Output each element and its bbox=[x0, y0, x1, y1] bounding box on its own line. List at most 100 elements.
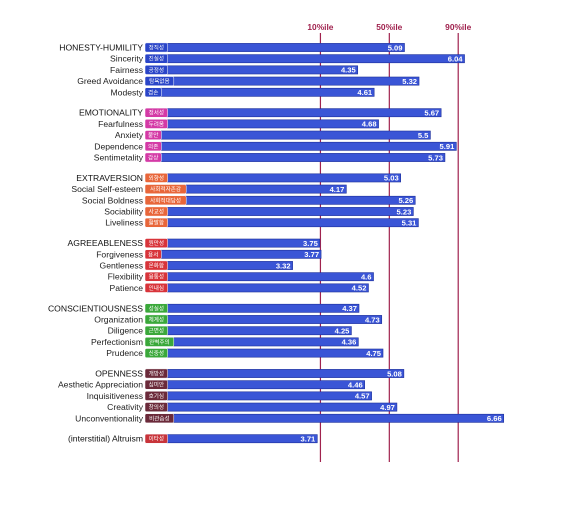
tag-label: 두려움 bbox=[149, 120, 164, 128]
bar bbox=[145, 380, 365, 390]
tag-label: 사회적대담성 bbox=[150, 196, 181, 204]
tag-badge bbox=[144, 217, 168, 228]
tag-label: 탐욕없음 bbox=[149, 77, 170, 85]
tag-badge bbox=[144, 152, 162, 163]
bar bbox=[145, 43, 405, 52]
tag-label: 용서 bbox=[148, 250, 158, 258]
tag-badge bbox=[144, 195, 187, 206]
tag-label: 원만성 bbox=[149, 239, 164, 247]
tag-badge bbox=[144, 402, 168, 412]
data-label: 5.32 bbox=[402, 77, 417, 86]
group-heading: (interstitial) Altruism bbox=[68, 434, 143, 444]
bar bbox=[145, 434, 318, 444]
bar bbox=[145, 54, 465, 64]
data-label: 6.04 bbox=[448, 55, 464, 64]
tag-badge bbox=[144, 42, 168, 53]
tag-label: 감상 bbox=[148, 154, 158, 162]
facet-label: Flexibility bbox=[108, 272, 144, 282]
facet-label: Organization bbox=[94, 315, 143, 325]
percentile-label-0: 10%ile bbox=[307, 22, 333, 32]
percentile-lines: 10%ile 50%ile 90%ile bbox=[307, 22, 472, 462]
tag-label: 활발함 bbox=[149, 219, 164, 227]
percentile-label-2: 90%ile bbox=[445, 22, 471, 32]
group-heading: OPENNESS bbox=[95, 369, 143, 379]
facet-label: Sentimetality bbox=[94, 153, 144, 163]
tag-label: 외향성 bbox=[149, 174, 164, 182]
bar bbox=[145, 326, 352, 336]
data-label: 4.68 bbox=[362, 120, 377, 129]
facet-label: Greed Avoidance bbox=[77, 76, 143, 86]
group-heading: CONSCIENTIOUSNESS bbox=[48, 303, 143, 313]
bar bbox=[145, 402, 398, 412]
data-label: 5.08 bbox=[387, 369, 402, 378]
bar bbox=[145, 108, 442, 118]
tag-badge bbox=[144, 303, 168, 314]
facet-label: Forgiveness bbox=[96, 249, 143, 259]
bars bbox=[144, 42, 505, 444]
tag-badge bbox=[144, 271, 168, 282]
bar bbox=[145, 337, 359, 347]
tag-label: 신중성 bbox=[149, 349, 164, 357]
data-label: 4.61 bbox=[357, 88, 373, 97]
data-label: 4.75 bbox=[366, 349, 382, 358]
tag-badge bbox=[144, 314, 168, 325]
bar bbox=[145, 348, 384, 358]
tag-badge bbox=[144, 130, 162, 140]
bar bbox=[145, 369, 405, 378]
tag-badge bbox=[144, 260, 168, 271]
tag-badge bbox=[144, 348, 168, 358]
facet-label: Fearfulness bbox=[98, 119, 143, 129]
tag-label: 개방성 bbox=[149, 370, 164, 378]
tag-badge bbox=[144, 119, 168, 129]
tag-badge bbox=[144, 283, 168, 293]
tag-label: 근면성 bbox=[149, 327, 164, 335]
data-label: 4.97 bbox=[380, 403, 395, 412]
tag-badge bbox=[144, 206, 168, 217]
tag-label: 온화함 bbox=[149, 262, 164, 270]
bar bbox=[145, 173, 401, 183]
facet-label: Unconventionality bbox=[75, 413, 144, 423]
bar bbox=[145, 303, 360, 313]
facet-label: Creativity bbox=[107, 402, 144, 412]
facet-label: Anxiety bbox=[115, 130, 144, 140]
data-label: 4.52 bbox=[352, 284, 367, 293]
tag-label: 진실성 bbox=[149, 55, 164, 63]
tag-label: 창의성 bbox=[149, 403, 164, 411]
facet-label: Prudence bbox=[106, 348, 143, 358]
tag-label: 심미안 bbox=[149, 381, 164, 389]
tag-badge bbox=[144, 141, 162, 152]
facet-label: Gentleness bbox=[100, 261, 143, 271]
data-label: 5.5 bbox=[418, 131, 429, 140]
bar bbox=[145, 218, 419, 228]
facet-label: Social Boldness bbox=[82, 195, 143, 205]
tag-badge bbox=[144, 76, 175, 86]
data-label: 5.67 bbox=[424, 109, 439, 118]
tag-badge bbox=[144, 107, 168, 118]
tag-badge bbox=[144, 337, 175, 347]
data-label: 4.6 bbox=[361, 273, 372, 282]
tag-badge bbox=[144, 368, 168, 379]
facet-label: Social Self-esteem bbox=[71, 184, 143, 194]
tag-label: 정직성 bbox=[149, 44, 164, 52]
group-heading: AGREEABLENESS bbox=[68, 238, 144, 248]
tag-badge bbox=[144, 173, 168, 183]
facet-label: Perfectionism bbox=[91, 337, 143, 347]
tag-label: 공정성 bbox=[149, 66, 164, 74]
bar bbox=[145, 153, 446, 162]
tag-badge bbox=[144, 184, 187, 194]
tag-label: 완벽주의 bbox=[149, 338, 170, 346]
bar bbox=[145, 76, 420, 86]
tag-badge bbox=[144, 391, 168, 401]
data-label: 5.26 bbox=[398, 196, 413, 205]
tag-label: 불안 bbox=[148, 132, 158, 139]
bar bbox=[145, 272, 374, 282]
facet-label: Fairness bbox=[110, 65, 143, 75]
tag-badge bbox=[144, 65, 168, 75]
data-label: 3.32 bbox=[276, 261, 291, 270]
data-label: 3.71 bbox=[300, 435, 316, 444]
bar bbox=[145, 283, 369, 293]
tag-label: 융통성 bbox=[149, 273, 164, 281]
data-label: 4.57 bbox=[355, 392, 370, 401]
bar bbox=[145, 261, 293, 270]
